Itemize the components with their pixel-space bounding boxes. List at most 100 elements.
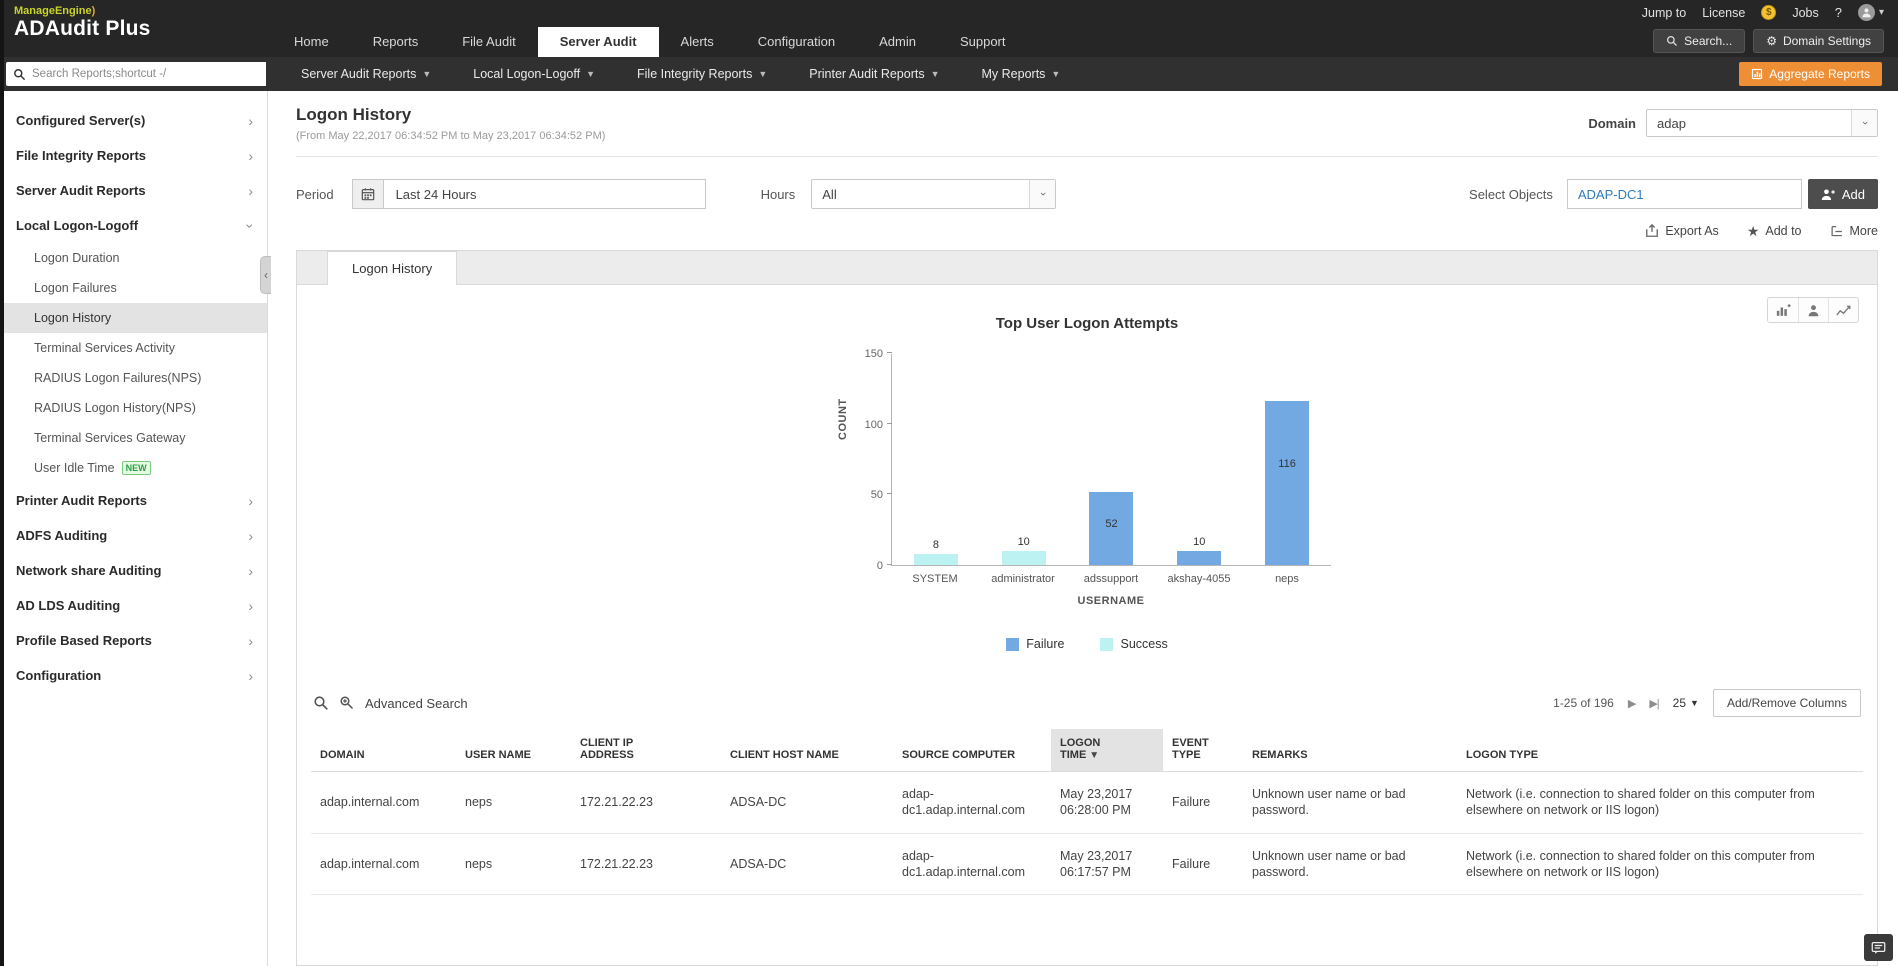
next-page-button[interactable]: ▶ xyxy=(1627,697,1637,710)
column-header-event-type[interactable]: EVENT TYPE xyxy=(1163,729,1243,772)
sidebar-item-logon-duration[interactable]: Logon Duration xyxy=(4,243,267,273)
search-icon[interactable] xyxy=(313,695,329,711)
add-to-button[interactable]: ★ Add to xyxy=(1747,224,1802,238)
menu-local-logon-logoff[interactable]: Local Logon-Logoff ▼ xyxy=(452,67,616,81)
sidebar-item-terminal-services-activity[interactable]: Terminal Services Activity xyxy=(4,333,267,363)
more-label: More xyxy=(1849,224,1878,238)
nav-item-reports[interactable]: Reports xyxy=(372,34,419,49)
nav-item-support[interactable]: Support xyxy=(959,34,1006,49)
sidebar-item-logon-failures[interactable]: Logon Failures xyxy=(4,273,267,303)
sidebar-item-terminal-services-gateway[interactable]: Terminal Services Gateway xyxy=(4,423,267,453)
report-search-input[interactable] xyxy=(32,62,266,86)
license-link[interactable]: License xyxy=(1702,5,1746,20)
more-button[interactable]: More xyxy=(1830,224,1878,238)
period-input[interactable] xyxy=(383,179,706,209)
chevron-right-icon: › xyxy=(248,182,253,199)
period-picker xyxy=(351,179,706,209)
bar-chart-icon[interactable] xyxy=(1768,298,1798,322)
menu-my-reports[interactable]: My Reports ▼ xyxy=(961,67,1082,81)
nav-item-alerts[interactable]: Alerts xyxy=(680,34,714,49)
nav-item-admin[interactable]: Admin xyxy=(879,34,916,49)
sidebar-item-adfs-auditing[interactable]: ADFS Auditing › xyxy=(4,518,267,553)
menu-printer-audit-reports[interactable]: Printer Audit Reports ▼ xyxy=(788,67,960,81)
chart-title: Top User Logon Attempts xyxy=(995,315,1179,332)
domain-select[interactable]: adap › xyxy=(1646,109,1878,137)
hours-select-value: All xyxy=(822,186,837,202)
tab-logon-history[interactable]: Logon History xyxy=(327,251,458,285)
primary-nav: Home Reports File Audit Server Audit Alerts C… xyxy=(272,27,1028,57)
chevron-right-icon: › xyxy=(248,597,253,614)
select-objects-field[interactable]: ADAP-DC1 xyxy=(1566,179,1802,209)
sidebar-item-radius-logon-history-nps[interactable]: RADIUS Logon History(NPS) xyxy=(4,393,267,423)
column-header-client-ip-address[interactable]: CLIENT IP ADDRESS xyxy=(571,729,721,772)
license-coin-icon[interactable]: $ xyxy=(1761,5,1777,20)
jobs-link[interactable]: Jobs xyxy=(1792,5,1819,20)
nav-item-server-audit[interactable]: Server Audit xyxy=(537,27,659,57)
table-cell: Network (i.e. connection to shared folde… xyxy=(1457,771,1863,834)
sidebar-item-file-integrity-reports[interactable]: File Integrity Reports › xyxy=(4,138,267,173)
sidebar-item-network-share-auditing[interactable]: Network share Auditing › xyxy=(4,553,267,588)
column-header-client-host-name[interactable]: CLIENT HOST NAME xyxy=(721,729,893,772)
sidebar-item-printer-audit-reports[interactable]: Printer Audit Reports › xyxy=(4,483,267,518)
chevron-down-icon: ▼ xyxy=(758,69,768,79)
page-size-select[interactable]: 25 ▼ xyxy=(1673,696,1699,710)
column-header-source-computer[interactable]: SOURCE COMPUTER xyxy=(893,729,1051,772)
table-row[interactable]: adap.internal.com neps 172.21.22.23 ADSA-DC… xyxy=(311,833,1863,895)
chevron-down-icon: ▾ xyxy=(1878,7,1884,18)
domain-settings-button[interactable]: ⚙ Domain Settings xyxy=(1753,29,1884,53)
table-cell: May 23,2017 06:17:57 PM xyxy=(1051,833,1163,895)
column-header-logon-time[interactable]: LOGON TIME ▼ xyxy=(1051,729,1163,772)
sidebar-item-configured-server-s[interactable]: Configured Server(s) › xyxy=(4,103,267,138)
menu-file-integrity-reports[interactable]: File Integrity Reports ▼ xyxy=(616,67,788,81)
body: Configured Server(s) › File Integrity Repo… xyxy=(0,91,1898,966)
chat-support-button[interactable] xyxy=(1864,934,1893,961)
last-page-button[interactable]: ▶| xyxy=(1649,697,1659,710)
calendar-icon[interactable] xyxy=(351,179,384,209)
global-search-button[interactable]: Search... xyxy=(1653,29,1746,53)
sidebar-item-user-idle-time[interactable]: User Idle Time NEW xyxy=(4,453,267,483)
user-menu[interactable]: ▾ xyxy=(1857,4,1884,21)
report-icon xyxy=(1751,68,1763,80)
sidebar-item-configuration[interactable]: Configuration › xyxy=(4,658,267,693)
menu-server-audit-reports[interactable]: Server Audit Reports ▼ xyxy=(280,67,452,81)
sidebar-item-profile-based-reports[interactable]: Profile Based Reports › xyxy=(4,623,267,658)
column-header-user-name[interactable]: USER NAME xyxy=(456,729,571,772)
column-header-domain[interactable]: DOMAIN xyxy=(311,729,456,772)
selected-object-value: ADAP-DC1 xyxy=(1577,186,1644,202)
select-objects-label: Select Objects xyxy=(1469,186,1553,202)
legend-success: Success xyxy=(1100,637,1168,651)
sidebar-item-server-audit-reports[interactable]: Server Audit Reports › xyxy=(4,173,267,208)
nav-item-configuration[interactable]: Configuration xyxy=(757,34,836,49)
column-header-remarks[interactable]: REMARKS xyxy=(1243,729,1457,772)
column-header-logon-type[interactable]: LOGON TYPE xyxy=(1457,729,1863,772)
hours-select[interactable]: All › xyxy=(811,179,1057,209)
advanced-search-link[interactable]: Advanced Search xyxy=(365,695,468,711)
aggregate-reports-button[interactable]: Aggregate Reports xyxy=(1739,62,1882,86)
y-tick-mark xyxy=(887,493,892,495)
y-tick-label: 50 xyxy=(870,489,883,502)
sidebar-collapse-handle[interactable]: ‹ xyxy=(260,256,271,294)
x-tick-labels: SYSTEM administrator adssupport akshay-4055… xyxy=(891,573,1331,585)
bar-administrator xyxy=(1001,550,1046,565)
help-icon[interactable]: ? xyxy=(1834,5,1842,20)
table-cell: adap.internal.com xyxy=(311,833,456,895)
sidebar-item-radius-logon-failures-nps[interactable]: RADIUS Logon Failures(NPS) xyxy=(4,363,267,393)
sidebar-item-ad-lds-auditing[interactable]: AD LDS Auditing › xyxy=(4,588,267,623)
sidebar-item-logon-history[interactable]: Logon History xyxy=(4,303,267,333)
report-search-box[interactable] xyxy=(6,62,266,86)
line-chart-icon[interactable] xyxy=(1828,298,1858,322)
sidebar-child-label: Terminal Services Activity xyxy=(34,341,176,355)
sidebar-item-local-logon-logoff[interactable]: Local Logon-Logoff › xyxy=(4,208,267,243)
nav-item-file-audit[interactable]: File Audit xyxy=(462,34,516,49)
user-chart-icon[interactable] xyxy=(1798,298,1828,322)
export-as-button[interactable]: Export As xyxy=(1645,224,1719,238)
advanced-search-icon[interactable] xyxy=(339,695,355,711)
jump-to-link[interactable]: Jump to xyxy=(1641,5,1687,20)
bar-slot-neps: 116 xyxy=(1243,354,1331,565)
table-row[interactable]: adap.internal.com neps 172.21.22.23 ADSA-DC… xyxy=(311,771,1863,834)
chart: COUNT 8 10 52 10 116 0 50 100 150 SYSTEM adminis… xyxy=(807,348,1367,607)
nav-item-home[interactable]: Home xyxy=(294,34,329,49)
add-object-button[interactable]: Add xyxy=(1807,179,1878,209)
add-remove-columns-button[interactable]: Add/Remove Columns xyxy=(1712,689,1861,717)
